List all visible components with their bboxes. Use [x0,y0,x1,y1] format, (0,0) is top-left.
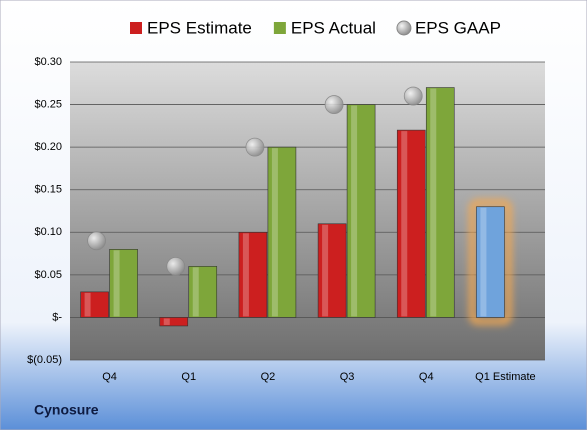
bar [188,266,218,318]
x-tick-label: Q4 [419,371,434,383]
bar-shine [242,233,249,317]
legend-label: EPS Actual [291,18,376,37]
x-tick-label: Q1 Estimate [475,371,536,383]
bar [80,291,109,318]
bar [238,231,268,318]
bar-shine [322,224,329,317]
legend-swatch [130,22,142,34]
y-tick-label: $0.25 [34,98,62,110]
x-tick-label: Q1 [181,371,196,383]
y-tick-label: $0.20 [34,141,62,153]
legend-swatch [273,22,286,34]
chart-title: Cynosure [34,402,99,418]
bar [476,206,505,318]
y-tick-label: $(0.05) [27,354,62,366]
x-tick-label: Q3 [340,371,355,383]
highlight-glow [469,199,512,325]
bar-shine [271,148,278,317]
gaap-marker [324,95,344,114]
y-tick-label: $0.15 [34,184,62,196]
gaap-marker [87,231,106,251]
bar [396,129,426,318]
bar-shine [163,318,170,325]
bar [317,223,347,318]
bar-shine [113,250,120,317]
y-tick-label: $0.30 [34,56,62,68]
bar-shine [480,207,487,317]
legend-label: EPS Estimate [147,18,252,37]
bar [267,146,297,318]
bar [109,249,138,318]
bar-shine [401,131,408,317]
plot-area [70,62,545,360]
gaap-marker [166,256,186,276]
gaap-marker [245,137,265,157]
bar [425,87,455,318]
gaap-marker [403,86,423,106]
x-tick-label: Q2 [261,371,276,383]
y-tick-label: $0.05 [34,269,62,281]
bar [346,104,376,318]
bar-shine [192,267,199,317]
bar [159,317,189,327]
legend-label: EPS GAAP [415,18,501,37]
bar-shine [84,292,91,317]
bar-shine [351,105,358,317]
bar-shine [430,88,437,317]
legend-swatch [396,20,412,36]
x-tick-label: Q4 [102,371,117,383]
y-tick-label: $- [52,311,62,323]
y-tick-label: $0.10 [34,226,62,238]
